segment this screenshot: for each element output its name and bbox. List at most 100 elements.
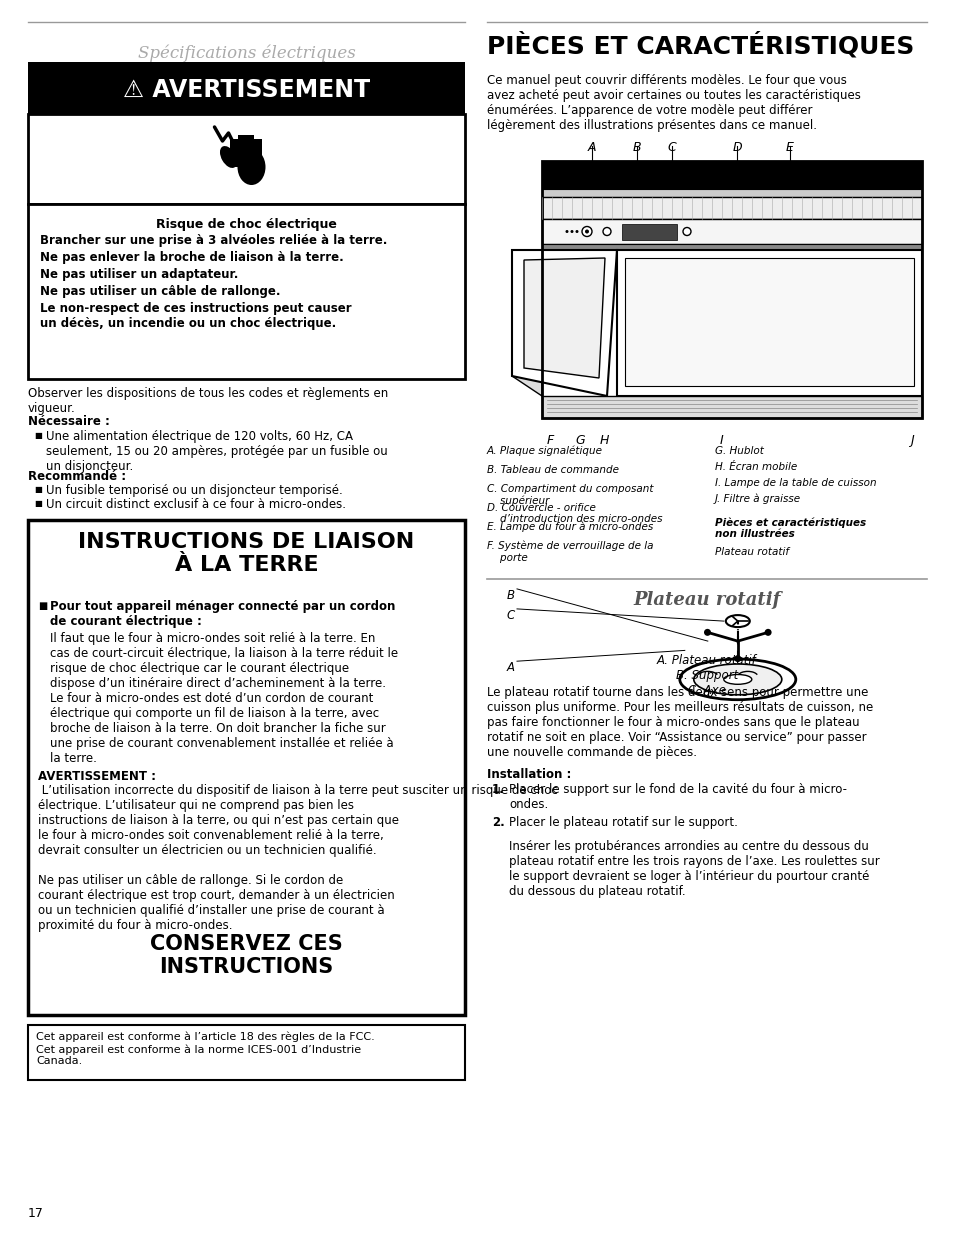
Text: Ce manuel peut couvrir différents modèles. Le four que vous
avez acheté peut avo: Ce manuel peut couvrir différents modèle… (486, 74, 860, 132)
Text: Risque de choc électrique: Risque de choc électrique (156, 219, 336, 231)
Bar (231, 140, 238, 167)
Text: A. Plateau rotatif
B. Support
C. Axe: A. Plateau rotatif B. Support C. Axe (657, 653, 756, 697)
Text: I. Lampe de la table de cuisson: I. Lampe de la table de cuisson (714, 478, 876, 488)
Bar (28, 114, 464, 204)
Text: Le non-respect de ces instructions peut causer
un décès, un incendie ou un choc : Le non-respect de ces instructions peut … (40, 303, 352, 330)
Text: Plateau rotatif: Plateau rotatif (714, 547, 788, 557)
Text: AVERTISSEMENT :: AVERTISSEMENT : (38, 769, 156, 783)
Text: A: A (506, 661, 515, 674)
Bar (28, 520, 464, 1015)
Text: Ne pas utiliser un câble de rallonge. Si le cordon de
courant électrique est tro: Ne pas utiliser un câble de rallonge. Si… (38, 874, 395, 932)
Text: C: C (667, 141, 676, 154)
Bar (28, 62, 464, 114)
Bar (28, 204, 464, 379)
Text: Pour tout appareil ménager connecté par un cordon
de courant électrique :: Pour tout appareil ménager connecté par … (50, 600, 395, 629)
Text: Spécifications électriques: Spécifications électriques (137, 44, 355, 62)
Text: A. Plaque signalétique: A. Plaque signalétique (486, 446, 602, 457)
Text: 1.: 1. (492, 783, 504, 795)
Text: Plateau rotatif: Plateau rotatif (633, 592, 780, 609)
Text: Une alimentation électrique de 120 volts, 60 Hz, CA
seulement, 15 ou 20 ampères,: Une alimentation électrique de 120 volts… (46, 430, 387, 473)
Text: Un circuit distinct exclusif à ce four à micro-ondes.: Un circuit distinct exclusif à ce four à… (46, 498, 346, 511)
Text: A: A (587, 141, 596, 154)
Text: Un fusible temporisé ou un disjoncteur temporisé.: Un fusible temporisé ou un disjoncteur t… (46, 484, 342, 496)
Text: Insérer les protubérances arrondies au centre du dessous du
plateau rotatif entr: Insérer les protubérances arrondies au c… (509, 840, 879, 898)
Polygon shape (512, 249, 541, 396)
Text: E. Lampe du four à micro-ondes: E. Lampe du four à micro-ondes (486, 521, 653, 532)
Circle shape (703, 629, 710, 636)
Bar (238, 135, 246, 167)
Circle shape (763, 629, 771, 636)
Bar (541, 161, 921, 189)
Text: J: J (909, 433, 913, 447)
Text: F: F (546, 433, 553, 447)
Text: Placer le plateau rotatif sur le support.: Placer le plateau rotatif sur le support… (509, 816, 737, 829)
Bar (541, 219, 921, 245)
Ellipse shape (237, 149, 265, 185)
Ellipse shape (723, 674, 751, 684)
Bar (254, 140, 262, 167)
Text: H: H (598, 433, 608, 447)
Text: ■: ■ (34, 485, 42, 494)
Text: Installation :: Installation : (486, 768, 571, 781)
Bar (541, 198, 921, 219)
Text: D. Couvercle - orifice
    d’introduction des micro-ondes: D. Couvercle - orifice d’introduction de… (486, 503, 661, 525)
Text: ⚠ AVERTISSEMENT: ⚠ AVERTISSEMENT (123, 78, 370, 103)
Text: Nécessaire :: Nécessaire : (28, 415, 110, 429)
Bar (541, 396, 921, 417)
Circle shape (565, 230, 568, 233)
Text: D: D (731, 141, 741, 154)
Text: L’utilisation incorrecte du dispositif de liaison à la terre peut susciter un ri: L’utilisation incorrecte du dispositif d… (38, 784, 558, 857)
Text: C: C (506, 609, 515, 622)
Ellipse shape (679, 659, 795, 700)
Circle shape (682, 227, 690, 236)
Text: ■: ■ (34, 499, 42, 508)
Text: 2.: 2. (492, 816, 504, 829)
Text: ■: ■ (34, 431, 42, 440)
Circle shape (581, 226, 592, 236)
Bar (624, 258, 913, 387)
Text: J. Filtre à graisse: J. Filtre à graisse (714, 494, 801, 505)
Text: B: B (506, 589, 515, 601)
Text: Placer le support sur le fond de la cavité du four à micro-
ondes.: Placer le support sur le fond de la cavi… (509, 783, 846, 811)
Bar (541, 189, 921, 198)
Text: PIÈCES ET CARACTÉRISTIQUES: PIÈCES ET CARACTÉRISTIQUES (486, 32, 913, 58)
Text: Brancher sur une prise à 3 alvéoles reliée à la terre.: Brancher sur une prise à 3 alvéoles reli… (40, 233, 387, 247)
Circle shape (584, 230, 588, 233)
Polygon shape (512, 249, 617, 396)
Text: Recommandé :: Recommandé : (28, 471, 126, 483)
Ellipse shape (693, 664, 781, 695)
Text: F. Système de verrouillage de la
    porte: F. Système de verrouillage de la porte (486, 541, 653, 563)
Text: B: B (632, 141, 640, 154)
Bar (617, 249, 921, 396)
Bar (28, 1025, 464, 1079)
Ellipse shape (725, 615, 749, 627)
Text: I: I (720, 433, 723, 447)
Bar (621, 224, 677, 240)
Bar (541, 245, 921, 249)
Text: H. Écran mobile: H. Écran mobile (714, 462, 797, 472)
Text: Ne pas enlever la broche de liaison à la terre.: Ne pas enlever la broche de liaison à la… (40, 251, 343, 264)
Circle shape (570, 230, 573, 233)
Bar (246, 135, 254, 167)
Text: Observer les dispositions de tous les codes et règlements en
vigueur.: Observer les dispositions de tous les co… (28, 387, 388, 415)
Text: 17: 17 (28, 1207, 44, 1220)
Circle shape (602, 227, 610, 236)
Text: Pièces et caractéristiques
non illustrées: Pièces et caractéristiques non illustrée… (714, 517, 865, 540)
Circle shape (575, 230, 578, 233)
Text: E: E (785, 141, 793, 154)
Text: G: G (575, 433, 584, 447)
Text: Il faut que le four à micro-ondes soit relié à la terre. En
cas de court-circuit: Il faut que le four à micro-ondes soit r… (50, 632, 397, 764)
Polygon shape (523, 258, 604, 378)
Text: C. Compartiment du composant
    supérieur: C. Compartiment du composant supérieur (486, 484, 653, 506)
Text: Cet appareil est conforme à l’article 18 des règles de la FCC.
Cet appareil est : Cet appareil est conforme à l’article 18… (36, 1032, 375, 1066)
Bar (541, 161, 921, 417)
Text: INSTRUCTIONS DE LIAISON
À LA TERRE: INSTRUCTIONS DE LIAISON À LA TERRE (78, 532, 415, 576)
Text: CONSERVEZ CES
INSTRUCTIONS: CONSERVEZ CES INSTRUCTIONS (150, 934, 342, 977)
Text: Le plateau rotatif tourne dans les deux sens pour permettre une
cuisson plus uni: Le plateau rotatif tourne dans les deux … (486, 685, 872, 758)
Ellipse shape (220, 146, 236, 168)
Text: ■: ■ (38, 601, 48, 611)
Circle shape (734, 655, 740, 662)
Text: Ne pas utiliser un câble de rallonge.: Ne pas utiliser un câble de rallonge. (40, 285, 280, 298)
Text: G. Hublot: G. Hublot (714, 446, 763, 456)
Text: Ne pas utiliser un adaptateur.: Ne pas utiliser un adaptateur. (40, 268, 238, 282)
